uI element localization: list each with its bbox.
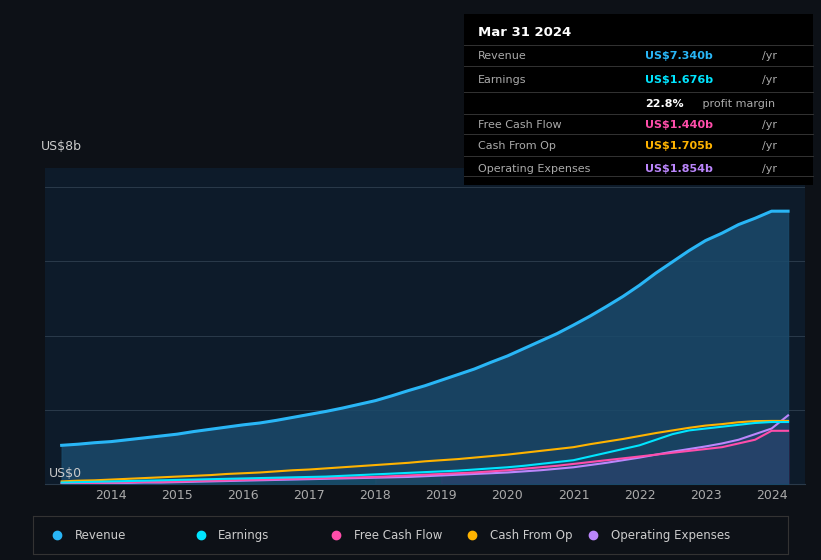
- Text: Revenue: Revenue: [478, 51, 526, 61]
- Text: US$1.440b: US$1.440b: [645, 120, 713, 130]
- Text: US$1.854b: US$1.854b: [645, 164, 713, 174]
- Text: US$8b: US$8b: [41, 139, 82, 152]
- Text: /yr: /yr: [762, 51, 777, 61]
- Text: profit margin: profit margin: [699, 99, 776, 109]
- Text: Cash From Op: Cash From Op: [490, 529, 572, 542]
- Text: /yr: /yr: [762, 141, 777, 151]
- Text: Earnings: Earnings: [478, 74, 526, 85]
- Text: US$1.676b: US$1.676b: [645, 74, 713, 85]
- Text: /yr: /yr: [762, 120, 777, 130]
- Text: US$7.340b: US$7.340b: [645, 51, 713, 61]
- Text: US$0: US$0: [49, 466, 82, 480]
- Text: /yr: /yr: [762, 164, 777, 174]
- Text: Operating Expenses: Operating Expenses: [611, 529, 730, 542]
- Text: US$1.705b: US$1.705b: [645, 141, 713, 151]
- Text: Free Cash Flow: Free Cash Flow: [354, 529, 443, 542]
- Text: Mar 31 2024: Mar 31 2024: [478, 26, 571, 39]
- Text: Cash From Op: Cash From Op: [478, 141, 556, 151]
- Text: Operating Expenses: Operating Expenses: [478, 164, 590, 174]
- Text: Free Cash Flow: Free Cash Flow: [478, 120, 562, 130]
- Text: /yr: /yr: [762, 74, 777, 85]
- Text: 22.8%: 22.8%: [645, 99, 684, 109]
- Text: Revenue: Revenue: [75, 529, 126, 542]
- Text: Earnings: Earnings: [218, 529, 269, 542]
